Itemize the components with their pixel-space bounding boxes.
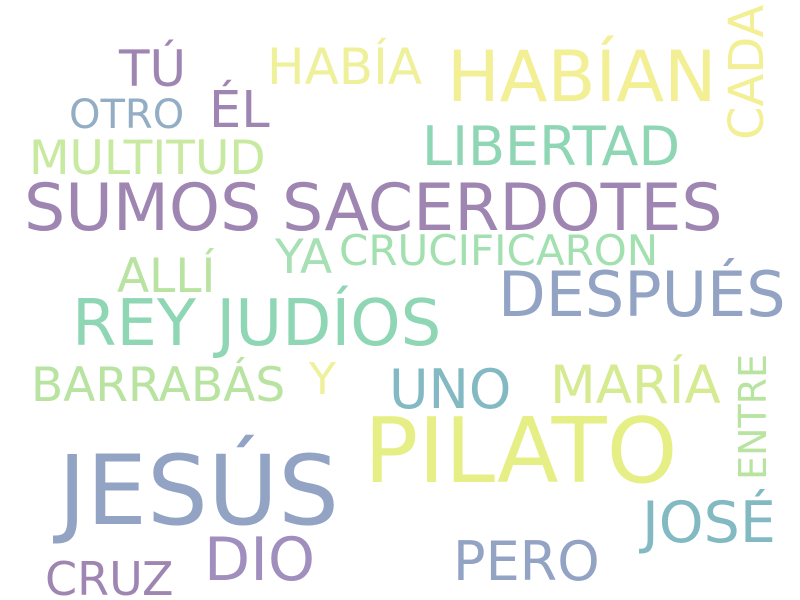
word-rey-judios: REY JUDÍOS (72, 287, 442, 361)
word-entre: ENTRE (731, 353, 775, 480)
word-uno: UNO (389, 358, 512, 421)
word-ya: YA (275, 230, 333, 285)
word-y: Y (309, 354, 336, 405)
word-jesus: JESÚS (58, 435, 340, 547)
word-cruz: CRUZ (45, 552, 174, 600)
word-jose: JOSÉ (642, 490, 776, 556)
word-dio: DIO (204, 525, 316, 595)
word-multitud: MULTITUD (29, 131, 266, 186)
word-tu: TÚ (119, 40, 187, 98)
word-despues: DESPUÉS (498, 258, 786, 331)
word-libertad: LIBERTAD (422, 115, 681, 178)
word-crucificaron: CRUCIFICARON (339, 226, 659, 275)
word-sumos-sacerdotes: SUMOS SACERDOTES (24, 171, 723, 246)
word-otro: OTRO (69, 92, 185, 138)
word-alli: ALLÍ (117, 249, 216, 304)
word-maria: MARÍA (550, 355, 721, 416)
word-cada: CADA (719, 4, 775, 140)
word-habia: HABÍA (267, 38, 423, 96)
word-pero: PERO (453, 530, 600, 593)
word-barrabas: BARRABÁS (31, 358, 286, 413)
word-habian: HABÍAN (447, 36, 717, 118)
word-el: ÉL (209, 81, 270, 140)
word-pilato: PILATO (364, 399, 678, 504)
